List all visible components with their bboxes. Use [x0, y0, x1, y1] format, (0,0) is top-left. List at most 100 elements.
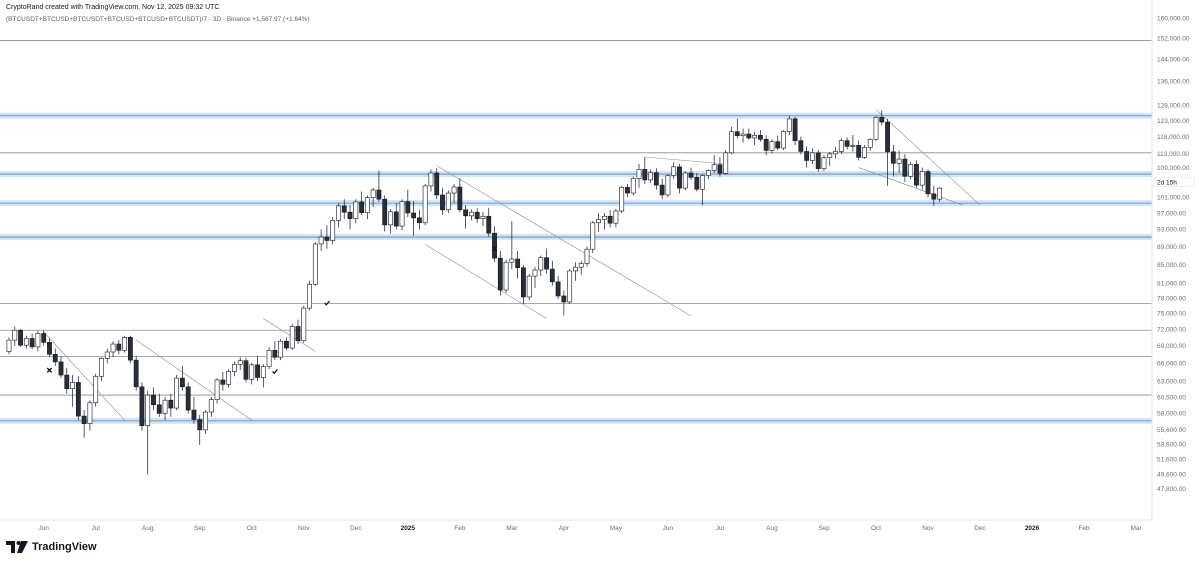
candle-body-up — [665, 175, 671, 196]
candle-body-down — [757, 135, 763, 140]
candle — [781, 130, 786, 151]
candle-body-up — [578, 263, 584, 268]
candle — [902, 154, 908, 183]
candle — [405, 189, 411, 218]
chart-created-caption: CryptoRand created with TradingView.com,… — [6, 4, 220, 11]
candle-body-down — [914, 164, 919, 186]
candle-body-down — [180, 377, 185, 388]
price-tick-label: 97,000.00 — [1157, 210, 1186, 217]
candle-body-up — [509, 258, 515, 263]
candle — [757, 130, 763, 142]
time-tick-label: Oct — [871, 525, 881, 532]
candle — [474, 208, 480, 223]
candle-body-down — [359, 201, 364, 213]
candle-body-up — [145, 394, 151, 426]
tradingview-logo-icon — [6, 541, 28, 553]
time-tick-label: Mar — [1130, 525, 1142, 532]
candle-body-up — [174, 377, 180, 409]
candle — [734, 118, 740, 139]
price-tick-label: 160,000.00 — [1157, 15, 1190, 22]
candle — [445, 190, 451, 214]
trendline — [436, 165, 692, 317]
tradingview-brand[interactable]: TradingView — [6, 541, 97, 553]
candle — [451, 183, 457, 204]
candle — [515, 250, 521, 279]
trendline — [263, 318, 316, 352]
candle-body-down — [168, 399, 174, 409]
candle — [41, 330, 47, 346]
candle-body-up — [850, 145, 856, 147]
candle — [295, 319, 301, 345]
candle — [411, 201, 416, 236]
candle-body-up — [70, 382, 75, 389]
time-tick-label: Feb — [454, 525, 466, 532]
candle — [804, 146, 810, 168]
candle-body-down — [931, 193, 937, 200]
candle — [278, 339, 284, 361]
candle — [480, 211, 486, 227]
candle — [52, 348, 58, 367]
candle — [388, 209, 393, 234]
candle-body-down — [382, 198, 388, 226]
candle — [925, 169, 931, 198]
candles — [6, 110, 942, 475]
time-tick-label: Jun — [38, 525, 49, 532]
candle — [318, 229, 324, 251]
candle-body-up — [451, 186, 457, 194]
candle — [677, 164, 682, 194]
candle-body-down — [376, 189, 382, 200]
candle — [312, 242, 318, 286]
candle-body-down — [463, 209, 469, 217]
candle-body-up — [896, 158, 902, 164]
candle-body-down — [804, 151, 810, 161]
price-tick-label: 51,600.00 — [1157, 456, 1186, 463]
price-tick-label: 109,000.00 — [1157, 165, 1190, 172]
candle — [468, 209, 474, 221]
price-tick-label: 69,000.00 — [1157, 343, 1186, 350]
time-tick-label: Nov — [298, 525, 310, 532]
candle-body-up — [821, 157, 827, 169]
check-marker — [272, 368, 278, 375]
time-tick-label: Oct — [247, 525, 257, 532]
candle — [127, 335, 133, 364]
candle-body-down — [902, 158, 908, 177]
cross-marker — [46, 367, 53, 373]
candle — [862, 144, 867, 159]
candle-body-up — [538, 257, 544, 271]
time-axis[interactable]: Jun Jul Aug Sep Oct Nov Dec 2025 Feb Mar Apr May Jun… — [38, 525, 1142, 532]
price-tick-label: 144,000.00 — [1157, 56, 1190, 63]
candle-body-down — [58, 361, 64, 376]
candle — [775, 135, 781, 151]
candle — [694, 172, 700, 192]
candle-body-up — [613, 210, 619, 224]
price-axis[interactable]: 160,000.00 152,000.00 144,000.00 136,000.00… — [1157, 15, 1190, 493]
candle-body-up — [671, 166, 677, 176]
candle — [682, 171, 688, 191]
candle — [590, 221, 596, 254]
candle-body-up — [867, 139, 873, 148]
current-price-label: 2d 15h — [1153, 177, 1195, 187]
candle-body-up — [503, 261, 509, 291]
trendline — [43, 331, 125, 421]
candle-body-down — [295, 326, 301, 341]
candle-body-up — [203, 411, 208, 431]
candle — [260, 364, 266, 388]
candle — [330, 217, 336, 245]
candle-body-up — [422, 185, 428, 224]
candle-body-up — [249, 364, 255, 380]
time-tick-label: Sep — [818, 525, 830, 532]
candle — [463, 205, 469, 229]
candle-body-up — [336, 205, 341, 221]
cross-icon — [491, 246, 498, 252]
candle — [87, 400, 93, 431]
candle — [70, 375, 75, 407]
check-icon — [324, 300, 330, 306]
time-tick-label: Dec — [974, 525, 986, 532]
time-tick-label: Aug — [766, 525, 778, 532]
candle-body-up — [596, 219, 601, 224]
candle-body-up — [630, 178, 636, 194]
candle-body-up — [590, 222, 596, 250]
price-tick-label: 113,000.00 — [1157, 151, 1189, 158]
candle — [879, 110, 885, 126]
